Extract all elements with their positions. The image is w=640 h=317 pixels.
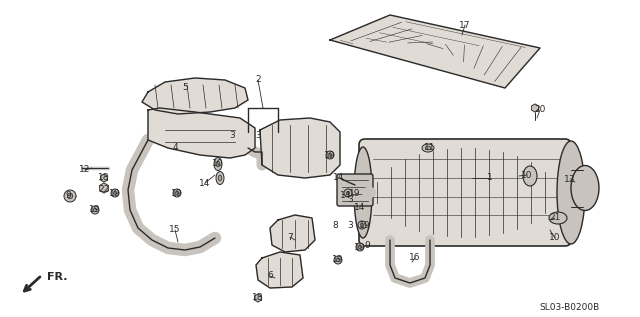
- Circle shape: [344, 189, 352, 197]
- Circle shape: [326, 151, 334, 159]
- Text: 14: 14: [199, 178, 211, 187]
- Circle shape: [334, 256, 342, 264]
- Polygon shape: [148, 108, 255, 158]
- Polygon shape: [256, 252, 303, 288]
- Circle shape: [356, 243, 364, 251]
- Text: 10: 10: [549, 234, 561, 243]
- Polygon shape: [270, 215, 315, 252]
- Text: 14: 14: [355, 204, 365, 212]
- Circle shape: [91, 206, 99, 214]
- Polygon shape: [255, 294, 262, 302]
- Text: 10: 10: [212, 159, 224, 169]
- Polygon shape: [532, 104, 538, 112]
- Circle shape: [358, 245, 362, 249]
- Text: 14: 14: [333, 173, 345, 183]
- Text: 19: 19: [332, 256, 344, 264]
- Circle shape: [93, 208, 97, 212]
- Circle shape: [346, 191, 350, 195]
- Text: 7: 7: [287, 232, 293, 242]
- Text: 9: 9: [364, 241, 370, 249]
- Text: 20: 20: [534, 106, 546, 114]
- Ellipse shape: [523, 166, 537, 186]
- Ellipse shape: [216, 161, 220, 167]
- Ellipse shape: [354, 147, 372, 238]
- Text: 22: 22: [99, 185, 109, 195]
- FancyBboxPatch shape: [359, 139, 571, 246]
- Text: 17: 17: [460, 21, 471, 29]
- Text: 2: 2: [255, 75, 261, 85]
- Text: 19: 19: [324, 151, 336, 159]
- Polygon shape: [100, 174, 108, 182]
- Text: 1: 1: [487, 173, 493, 183]
- Ellipse shape: [214, 158, 222, 171]
- Text: 19: 19: [359, 221, 371, 230]
- Text: 11: 11: [424, 144, 436, 152]
- Circle shape: [111, 189, 119, 197]
- Text: 4: 4: [172, 144, 178, 152]
- Ellipse shape: [571, 165, 599, 210]
- Text: 12: 12: [79, 165, 91, 174]
- Circle shape: [336, 258, 340, 262]
- Text: 21: 21: [549, 214, 561, 223]
- Circle shape: [360, 223, 364, 227]
- Circle shape: [113, 191, 117, 195]
- Ellipse shape: [426, 146, 431, 150]
- Text: 18: 18: [99, 173, 109, 183]
- Text: 16: 16: [409, 254, 420, 262]
- Ellipse shape: [422, 144, 434, 152]
- FancyBboxPatch shape: [337, 174, 373, 206]
- Text: 13: 13: [564, 176, 576, 184]
- Ellipse shape: [549, 212, 567, 224]
- Text: 3: 3: [347, 196, 353, 204]
- Polygon shape: [142, 78, 248, 114]
- Text: 19: 19: [349, 189, 361, 197]
- Text: 3: 3: [229, 132, 235, 140]
- Text: 8: 8: [332, 222, 338, 230]
- Ellipse shape: [218, 175, 222, 181]
- Circle shape: [67, 193, 73, 199]
- Ellipse shape: [557, 141, 585, 244]
- Polygon shape: [100, 183, 108, 193]
- Text: 6: 6: [267, 271, 273, 281]
- Circle shape: [328, 153, 332, 157]
- Text: 3: 3: [255, 132, 261, 140]
- Text: SL03-B0200B: SL03-B0200B: [540, 303, 600, 313]
- Text: 19: 19: [109, 189, 121, 197]
- Circle shape: [175, 191, 179, 195]
- Text: 14: 14: [340, 191, 352, 199]
- Text: 19: 19: [355, 243, 365, 251]
- Text: 10: 10: [521, 171, 532, 179]
- Polygon shape: [260, 118, 340, 178]
- Circle shape: [358, 221, 366, 229]
- Text: 15: 15: [169, 225, 180, 235]
- Text: 19: 19: [172, 189, 183, 197]
- Ellipse shape: [216, 171, 224, 184]
- Text: FR.: FR.: [47, 272, 67, 282]
- Text: 5: 5: [182, 83, 188, 93]
- Text: 18: 18: [252, 294, 264, 302]
- Polygon shape: [330, 15, 540, 88]
- Text: 19: 19: [89, 205, 100, 215]
- Circle shape: [173, 189, 181, 197]
- Text: 3: 3: [347, 221, 353, 230]
- Circle shape: [64, 190, 76, 202]
- Text: 9: 9: [65, 191, 71, 200]
